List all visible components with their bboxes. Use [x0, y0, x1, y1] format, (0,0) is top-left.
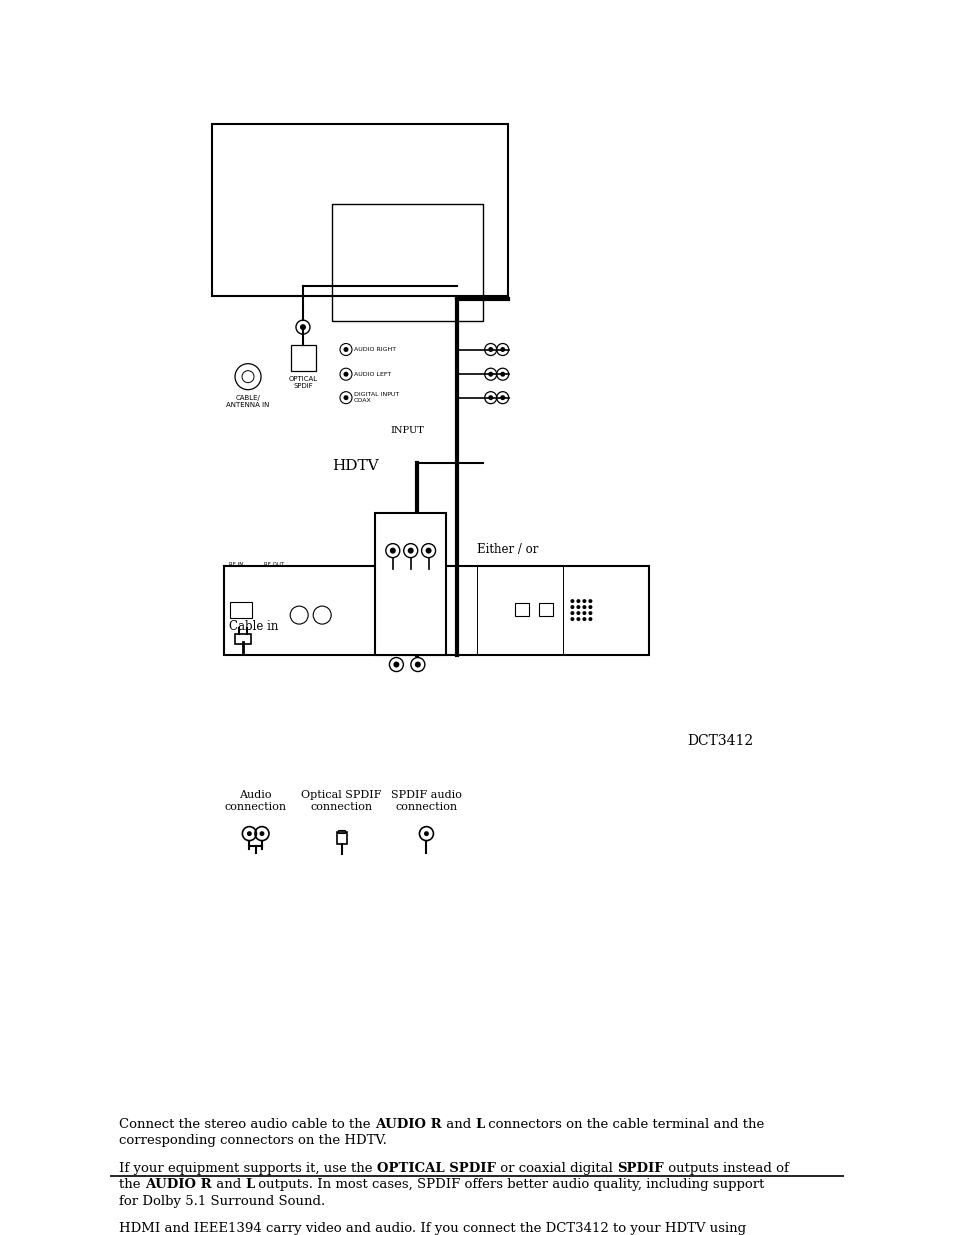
Circle shape [393, 662, 399, 668]
Circle shape [570, 605, 574, 609]
Bar [338, 830, 345, 832]
Circle shape [581, 605, 586, 609]
Circle shape [499, 395, 505, 400]
Circle shape [570, 599, 574, 603]
Text: AUDIO R: AUDIO R [375, 1118, 441, 1131]
Text: L: L [475, 1118, 484, 1131]
Text: INPUT: INPUT [390, 426, 424, 435]
Text: CABLE/
ANTENNA IN: CABLE/ ANTENNA IN [226, 395, 270, 408]
Text: RF IN: RF IN [229, 562, 243, 567]
Text: HDMI and IEEE1394 carry video and audio. If you connect the DCT3412 to your HDTV: HDMI and IEEE1394 carry video and audio.… [119, 1223, 745, 1235]
Bar [538, 603, 553, 616]
Circle shape [588, 618, 592, 621]
Text: OPTICAL
SPDIF: OPTICAL SPDIF [288, 377, 317, 389]
Bar [336, 832, 346, 845]
Circle shape [570, 611, 574, 615]
Circle shape [581, 599, 586, 603]
Circle shape [407, 547, 414, 553]
Circle shape [576, 618, 579, 621]
Text: AUDIO LEFT: AUDIO LEFT [354, 372, 391, 377]
Circle shape [415, 662, 420, 668]
Text: corresponding connectors on the HDTV.: corresponding connectors on the HDTV. [119, 1134, 387, 1147]
Text: DCT3412: DCT3412 [686, 734, 752, 748]
Circle shape [576, 605, 579, 609]
Circle shape [247, 831, 252, 836]
Circle shape [488, 395, 493, 400]
Bar [212, 124, 507, 296]
Text: or coaxial digital: or coaxial digital [496, 1162, 617, 1174]
Text: Optical SPDIF
connection: Optical SPDIF connection [301, 790, 381, 811]
Circle shape [588, 599, 592, 603]
Text: OPTICAL SPDIF: OPTICAL SPDIF [376, 1162, 496, 1174]
Text: SPDIF audio
connection: SPDIF audio connection [391, 790, 461, 811]
Circle shape [588, 605, 592, 609]
Circle shape [343, 372, 348, 377]
Circle shape [343, 395, 348, 400]
Text: DIGITAL INPUT
COAX: DIGITAL INPUT COAX [354, 393, 398, 403]
Circle shape [488, 347, 493, 352]
Text: Audio
connection: Audio connection [224, 790, 287, 811]
Text: SPDIF: SPDIF [617, 1162, 663, 1174]
Text: the: the [119, 1178, 145, 1192]
Text: connectors on the cable terminal and the: connectors on the cable terminal and the [484, 1118, 763, 1131]
Circle shape [581, 611, 586, 615]
Circle shape [343, 347, 348, 352]
Bar [224, 566, 648, 655]
Bar [515, 603, 529, 616]
Circle shape [390, 547, 395, 553]
Text: for Dolby 5.1 Surround Sound.: for Dolby 5.1 Surround Sound. [119, 1194, 325, 1208]
Bar [375, 513, 446, 655]
Circle shape [581, 618, 586, 621]
Circle shape [588, 611, 592, 615]
Text: Cable in: Cable in [229, 620, 278, 634]
Bar [291, 345, 315, 372]
Circle shape [259, 831, 264, 836]
Circle shape [570, 618, 574, 621]
Text: and: and [441, 1118, 475, 1131]
Text: Connect the stereo audio cable to the: Connect the stereo audio cable to the [119, 1118, 375, 1131]
Text: AUDIO RIGHT: AUDIO RIGHT [354, 347, 395, 352]
Text: HDTV: HDTV [333, 459, 378, 473]
Text: AUDIO R: AUDIO R [145, 1178, 212, 1192]
Circle shape [425, 547, 431, 553]
Circle shape [299, 324, 306, 330]
Text: outputs instead of: outputs instead of [663, 1162, 788, 1174]
Circle shape [423, 831, 429, 836]
Text: RF OUT: RF OUT [264, 562, 284, 567]
Bar [332, 204, 482, 321]
Text: outputs. In most cases, SPDIF offers better audio quality, including support: outputs. In most cases, SPDIF offers bet… [254, 1178, 764, 1192]
Bar [235, 634, 251, 645]
Bar [230, 603, 252, 618]
Circle shape [488, 372, 493, 377]
Circle shape [576, 611, 579, 615]
Circle shape [499, 347, 505, 352]
Text: If your equipment supports it, use the: If your equipment supports it, use the [119, 1162, 376, 1174]
Circle shape [576, 599, 579, 603]
Circle shape [499, 372, 505, 377]
Text: and: and [212, 1178, 245, 1192]
Text: L: L [245, 1178, 254, 1192]
Text: Either / or: Either / or [476, 543, 537, 556]
